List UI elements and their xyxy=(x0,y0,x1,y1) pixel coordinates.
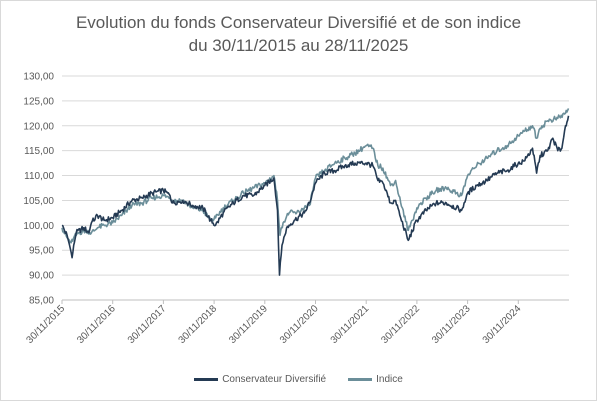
chart-subtitle: du 30/11/2015 au 28/11/2025 xyxy=(188,36,409,55)
x-tick-label: 30/11/2019 xyxy=(227,303,270,346)
x-tick-label: 30/11/2020 xyxy=(278,303,321,346)
y-tick-label: 85,00 xyxy=(29,296,54,307)
x-tick-label: 30/11/2022 xyxy=(379,303,422,346)
x-tick-label: 30/11/2018 xyxy=(177,303,220,346)
y-tick-label: 125,00 xyxy=(23,96,54,107)
series-line-fonds xyxy=(61,115,570,276)
legend-swatch-indice xyxy=(348,377,373,381)
x-tick-label: 30/11/2024 xyxy=(481,303,524,346)
y-tick-label: 100,00 xyxy=(23,221,54,232)
x-tick-label: 30/11/2021 xyxy=(329,303,372,346)
y-tick-label: 105,00 xyxy=(23,196,54,207)
legend-item-indice: Indice xyxy=(348,374,403,385)
series-line-indice xyxy=(61,108,570,244)
x-tick-label: 30/11/2016 xyxy=(75,303,118,346)
y-tick-label: 115,00 xyxy=(24,146,54,157)
y-tick-label: 130,00 xyxy=(23,72,54,83)
legend-label-fonds: Conservateur Diversifié xyxy=(222,373,327,385)
legend-item-fonds: Conservateur Diversifié xyxy=(194,374,326,385)
legend-label-indice: Indice xyxy=(376,373,403,385)
y-tick-label: 110,00 xyxy=(24,171,54,182)
x-tick-label: 30/11/2023 xyxy=(430,303,473,346)
x-tick-label: 30/11/2017 xyxy=(126,303,169,346)
y-tick-label: 95,00 xyxy=(29,246,54,257)
legend-swatch-fonds xyxy=(194,377,219,381)
legend: Conservateur Diversifié Indice xyxy=(0,371,597,387)
y-tick-label: 90,00 xyxy=(29,271,54,282)
x-tick-label: 30/11/2015 xyxy=(24,303,67,346)
y-tick-label: 120,00 xyxy=(23,121,54,132)
chart-title: Evolution du fonds Conservateur Diversif… xyxy=(75,13,522,32)
